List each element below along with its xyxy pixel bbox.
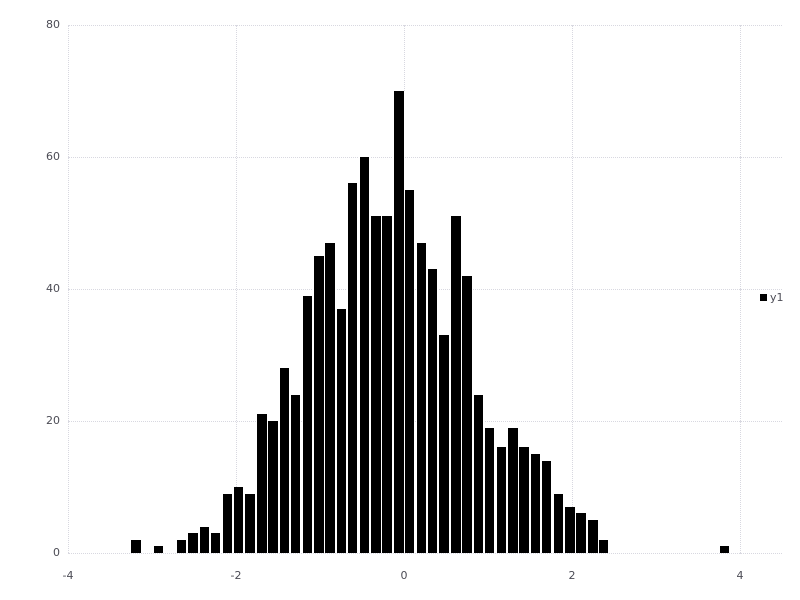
histogram-bar: [232, 487, 245, 553]
histogram-bar: [313, 256, 325, 553]
histogram-bar: [564, 506, 576, 553]
square-marker-icon: [760, 294, 767, 301]
legend: y1: [760, 292, 784, 303]
histogram-bar: [530, 454, 542, 553]
x-axis-tick-label: 0: [400, 569, 408, 582]
histogram-bar: [267, 421, 279, 553]
gridline-horizontal: [68, 553, 740, 554]
histogram-bar: [415, 242, 428, 553]
histogram-bar: [335, 308, 348, 553]
histogram-bar: [404, 190, 416, 553]
histogram-bar: [598, 539, 610, 553]
y-axis-tick-label: 20: [46, 414, 60, 427]
histogram-bar: [518, 447, 530, 553]
histogram-bar: [256, 414, 268, 553]
gridline-vertical: [68, 25, 69, 553]
y-axis-tick-label: 60: [46, 150, 60, 163]
histogram-bar: [301, 295, 313, 553]
gridline-horizontal-extension: [740, 157, 782, 158]
histogram-bar: [495, 447, 507, 553]
histogram-bar: [552, 493, 565, 553]
histogram-bar: [278, 368, 291, 553]
histogram-bar: [324, 242, 336, 553]
histogram-bar: [426, 269, 439, 553]
histogram-bar: [175, 539, 187, 553]
histogram-bar: [507, 427, 519, 553]
histogram-bar: [461, 275, 473, 553]
y-axis-tick-label: 80: [46, 18, 60, 31]
histogram-bar: [289, 394, 302, 553]
histogram-bar: [393, 91, 405, 553]
histogram-bar: [472, 394, 485, 553]
histogram-bar: [358, 157, 371, 553]
histogram-bar: [130, 539, 142, 553]
x-axis-tick-label: 4: [736, 569, 744, 582]
legend-entry-label: y1: [770, 291, 784, 304]
gridline-horizontal-extension: [740, 553, 782, 554]
histogram-bar: [450, 216, 462, 553]
histogram-bars: [68, 25, 740, 553]
y-axis-tick-label: 40: [46, 282, 60, 295]
gridline-vertical: [236, 25, 237, 553]
histogram-bar: [221, 493, 234, 553]
histogram-bar: [152, 546, 165, 553]
x-axis-tick-label: -2: [230, 569, 242, 582]
histogram-bar: [370, 216, 382, 553]
histogram-bar: [540, 460, 553, 553]
histogram-bar: [438, 335, 450, 553]
histogram-bar: [199, 526, 211, 553]
histogram-bar: [244, 493, 256, 553]
y-axis-tick-label: 0: [53, 546, 60, 559]
gridline-horizontal-extension: [740, 421, 782, 422]
gridline-vertical: [572, 25, 573, 553]
histogram-bar: [209, 533, 222, 553]
histogram-bar: [719, 546, 731, 553]
gridline-horizontal-extension: [740, 25, 782, 26]
gridline-horizontal-extension: [740, 289, 782, 290]
x-axis-tick-label: -4: [62, 569, 74, 582]
x-axis-tick-label: 2: [568, 569, 576, 582]
histogram-bar: [483, 427, 496, 553]
plot-area: [68, 25, 741, 554]
histogram-bar: [587, 520, 599, 553]
histogram-bar: [575, 513, 587, 553]
histogram-bar: [381, 216, 393, 553]
gridline-vertical: [740, 25, 741, 553]
histogram-bar: [187, 533, 199, 553]
histogram-bar: [346, 183, 359, 553]
